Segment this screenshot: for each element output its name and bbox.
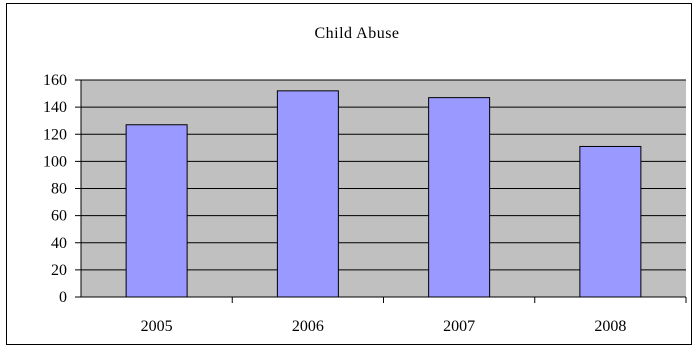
x-tick-label: 2006 [292, 318, 324, 335]
y-tick-label: 100 [43, 153, 67, 170]
y-tick-label: 0 [59, 289, 67, 306]
x-tick-label: 2007 [443, 318, 475, 335]
y-tick-label: 20 [51, 262, 67, 279]
bar [276, 90, 339, 298]
y-tick-label: 160 [43, 72, 67, 89]
y-tick-label: 140 [43, 99, 67, 116]
y-tick-label: 60 [51, 208, 67, 225]
y-tick-label: 80 [51, 181, 67, 198]
x-tick-label: 2005 [141, 318, 173, 335]
y-tick-label: 120 [43, 126, 67, 143]
chart-title: Child Abuse [314, 25, 399, 42]
y-tick-label: 40 [51, 235, 67, 252]
bar [579, 145, 642, 298]
bar [125, 124, 188, 298]
bar [428, 97, 491, 298]
x-tick-label: 2008 [594, 318, 626, 335]
plot-area: 0 20 40 60 80 100 120 140 160 2005 2006 2007 2008 [43, 72, 687, 335]
